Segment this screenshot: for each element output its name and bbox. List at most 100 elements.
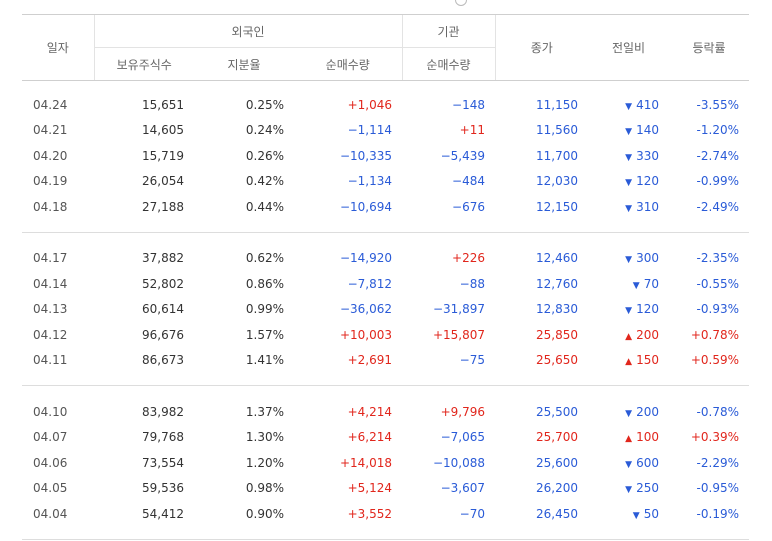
foreign-net-cell: +10,003 xyxy=(339,327,392,342)
change-cell: ▼ 120 xyxy=(588,169,669,195)
share-ratio-cell: 0.90% xyxy=(245,506,284,521)
change-cell: ▼ 120 xyxy=(588,297,669,323)
foreign-net-cell: −10,335 xyxy=(339,148,392,163)
group-spacer xyxy=(22,81,749,93)
up-triangle-icon: ▲ xyxy=(625,434,633,445)
change-cell: ▼ 600 xyxy=(588,450,669,476)
change-value: 250 xyxy=(636,481,659,496)
date-cell: 04.07 xyxy=(33,430,68,445)
change-value: 310 xyxy=(636,199,659,214)
investor-trading-table-container: 일자 외국인 기관 종가 전일비 등락률 보유주식수 지분율 순매수량 순매수량… xyxy=(22,14,749,540)
change-value: 600 xyxy=(636,455,659,470)
share-ratio-cell: 0.44% xyxy=(245,199,284,214)
change-value: 200 xyxy=(636,327,659,342)
up-triangle-icon: ▲ xyxy=(625,357,633,368)
share-ratio-cell: 0.24% xyxy=(245,123,284,138)
change-value: 300 xyxy=(636,251,659,266)
down-triangle-icon: ▼ xyxy=(625,408,633,419)
down-triangle-icon: ▼ xyxy=(625,203,633,214)
holdings-cell: 79,768 xyxy=(142,430,184,445)
date-cell: 04.17 xyxy=(33,251,68,266)
rate-cell: +0.39% xyxy=(690,430,739,445)
close-cell: 11,700 xyxy=(536,148,578,163)
rate-cell: -0.99% xyxy=(696,174,739,189)
down-triangle-icon: ▼ xyxy=(632,510,640,521)
rate-cell: -0.19% xyxy=(696,506,739,521)
inst-net-cell: −75 xyxy=(459,353,485,368)
share-ratio-cell: 1.20% xyxy=(245,455,284,470)
change-cell: ▲ 150 xyxy=(588,348,669,374)
rate-cell: -2.74% xyxy=(696,148,739,163)
header-holdings: 보유주식수 xyxy=(93,47,194,81)
table-row: 04.13 60,614 0.99% −36,062 −31,897 12,830 ▼ 120… xyxy=(22,297,749,323)
change-cell: ▼ 70 xyxy=(588,271,669,297)
close-cell: 26,200 xyxy=(536,481,578,496)
down-triangle-icon: ▼ xyxy=(625,306,633,317)
holdings-cell: 60,614 xyxy=(142,302,184,317)
holdings-cell: 15,651 xyxy=(142,97,184,112)
foreign-net-cell: +5,124 xyxy=(347,481,392,496)
date-cell: 04.10 xyxy=(33,404,68,419)
foreign-net-cell: −14,920 xyxy=(339,251,392,266)
inst-net-cell: −31,897 xyxy=(432,302,485,317)
inst-net-cell: +15,807 xyxy=(432,327,485,342)
date-cell: 04.20 xyxy=(33,148,68,163)
close-cell: 12,830 xyxy=(536,302,578,317)
close-cell: 12,760 xyxy=(536,276,578,291)
table-row: 04.04 54,412 0.90% +3,552 −70 26,450 ▼ 50 -0.19% xyxy=(22,501,749,527)
close-cell: 12,150 xyxy=(536,199,578,214)
rate-cell: -2.29% xyxy=(696,455,739,470)
foreign-net-cell: −1,114 xyxy=(347,123,392,138)
inst-net-cell: −7,065 xyxy=(440,430,485,445)
holdings-cell: 59,536 xyxy=(142,481,184,496)
down-triangle-icon: ▼ xyxy=(625,459,633,470)
rate-cell: -0.78% xyxy=(696,404,739,419)
change-cell: ▼ 410 xyxy=(588,92,669,118)
table-row: 04.24 15,651 0.25% +1,046 −148 11,150 ▼ 410 -3.5… xyxy=(22,92,749,118)
inst-net-cell: +11 xyxy=(459,123,485,138)
table-row: 04.10 83,982 1.37% +4,214 +9,796 25,500 ▼ 200 -0… xyxy=(22,399,749,425)
header-close: 종가 xyxy=(494,14,588,81)
share-ratio-cell: 0.42% xyxy=(245,174,284,189)
spacer-cell xyxy=(22,386,749,400)
date-cell: 04.12 xyxy=(33,327,68,342)
date-cell: 04.21 xyxy=(33,123,68,138)
date-cell: 04.18 xyxy=(33,199,68,214)
close-cell: 25,500 xyxy=(536,404,578,419)
holdings-cell: 26,054 xyxy=(142,174,184,189)
holdings-cell: 54,412 xyxy=(142,506,184,521)
change-cell: ▲ 100 xyxy=(588,425,669,451)
header-foreign: 외국인 xyxy=(93,14,402,48)
header-institution: 기관 xyxy=(401,14,495,48)
down-triangle-icon: ▼ xyxy=(625,178,633,189)
foreign-net-cell: −1,134 xyxy=(347,174,392,189)
divider-cell xyxy=(22,526,749,540)
rate-cell: -0.95% xyxy=(696,481,739,496)
close-cell: 25,700 xyxy=(536,430,578,445)
share-ratio-cell: 1.41% xyxy=(245,353,284,368)
change-value: 70 xyxy=(643,276,659,291)
group-divider xyxy=(22,526,749,540)
table-row: 04.06 73,554 1.20% +14,018 −10,088 25,600 ▼ 600… xyxy=(22,450,749,476)
table-row: 04.11 86,673 1.41% +2,691 −75 25,650 ▲ 150 +0.59… xyxy=(22,348,749,374)
share-ratio-cell: 0.99% xyxy=(245,302,284,317)
group-spacer xyxy=(22,386,749,400)
rate-cell: -2.35% xyxy=(696,251,739,266)
table-row: 04.12 96,676 1.57% +10,003 +15,807 25,850 ▲ 200… xyxy=(22,322,749,348)
change-value: 50 xyxy=(643,506,659,521)
change-value: 200 xyxy=(636,404,659,419)
inst-net-cell: −5,439 xyxy=(440,148,485,163)
change-value: 330 xyxy=(636,148,659,163)
date-cell: 04.19 xyxy=(33,174,68,189)
date-cell: 04.14 xyxy=(33,276,68,291)
change-value: 410 xyxy=(636,97,659,112)
up-triangle-icon: ▲ xyxy=(625,331,633,342)
header-inst-net: 순매수량 xyxy=(401,47,495,81)
date-cell: 04.11 xyxy=(33,353,68,368)
header-rate: 등락률 xyxy=(669,14,749,81)
foreign-net-cell: +2,691 xyxy=(347,353,392,368)
close-cell: 25,600 xyxy=(536,455,578,470)
spacer-cell xyxy=(22,232,749,246)
holdings-cell: 86,673 xyxy=(142,353,184,368)
change-value: 150 xyxy=(636,353,659,368)
